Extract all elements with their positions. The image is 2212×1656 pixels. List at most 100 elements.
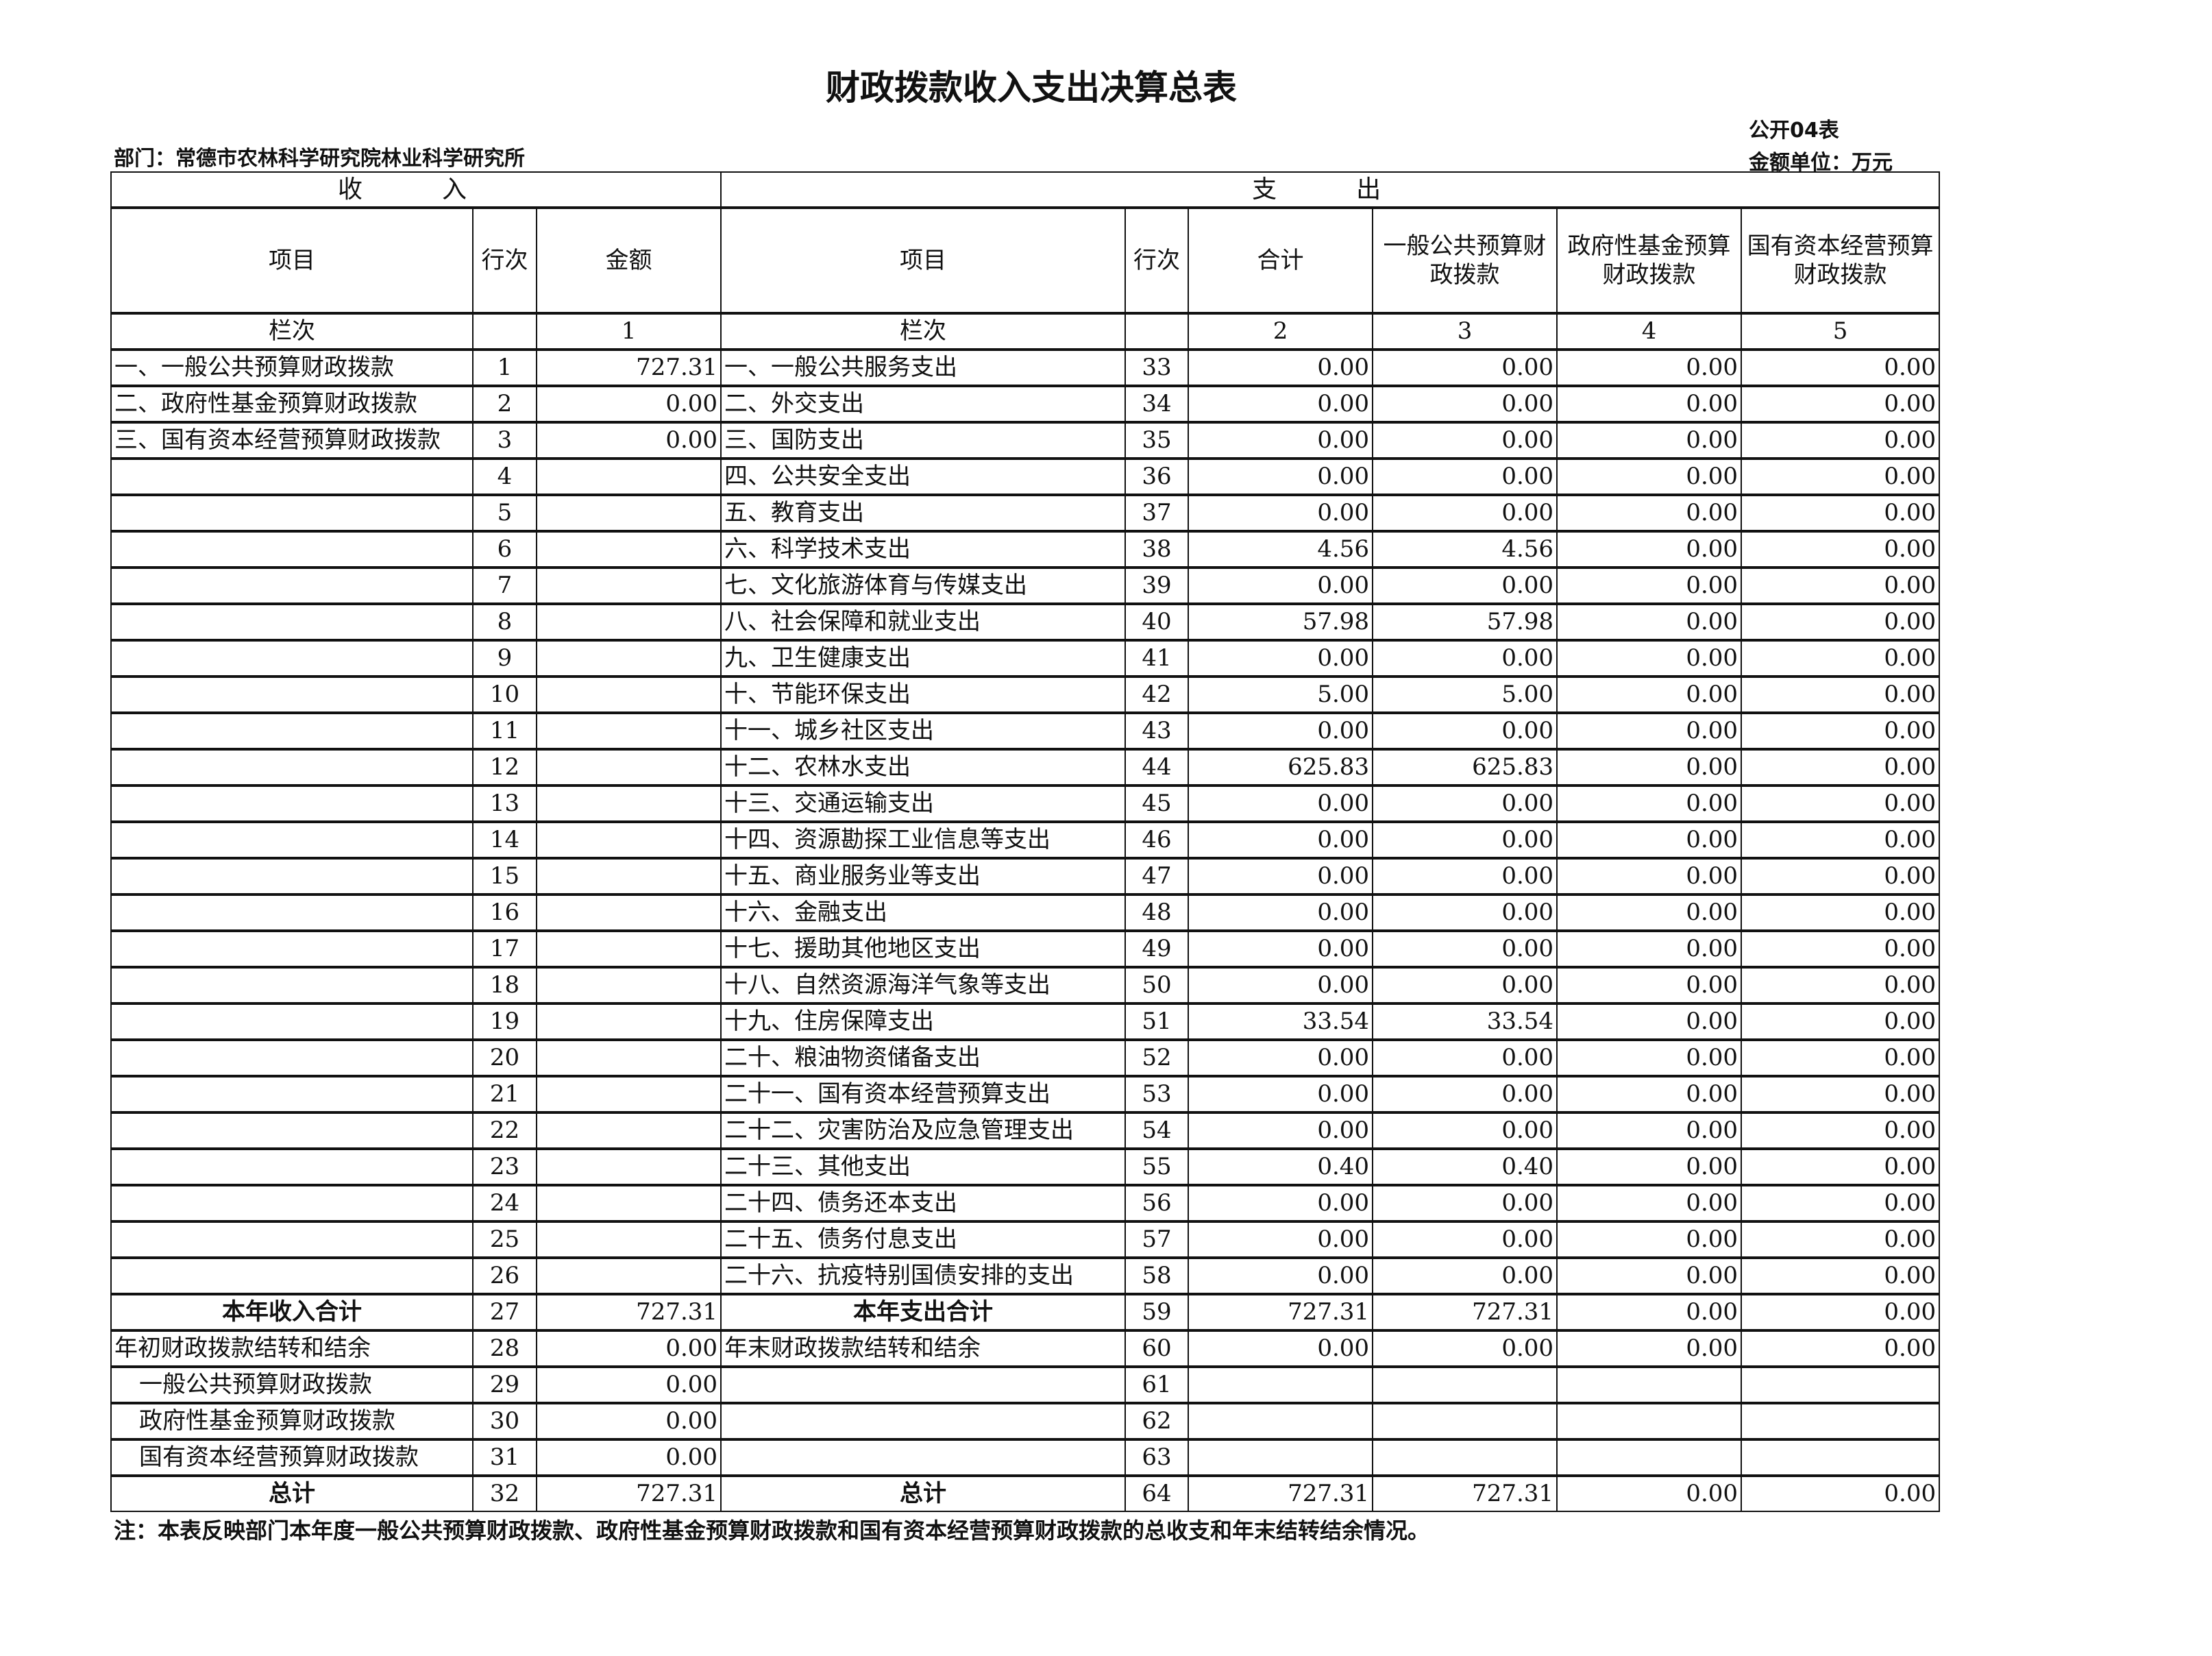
general-budget-cell: 0.00 xyxy=(1372,929,1558,968)
income-item-cell xyxy=(110,457,474,496)
income-line-cell xyxy=(472,312,537,350)
state-capital-cell: 0.00 xyxy=(1741,1293,1941,1331)
expense-item-cell: 十一、城乡社区支出 xyxy=(720,711,1127,750)
income-line-cell: 1 xyxy=(472,348,537,387)
income-item-cell xyxy=(110,1111,474,1149)
expense-line-cell: 49 xyxy=(1125,929,1190,968)
total-cell: 0.00 xyxy=(1188,494,1374,532)
state-capital-cell: 0.00 xyxy=(1741,385,1941,423)
income-amount-cell xyxy=(535,494,722,532)
gov-fund-cell: 0.00 xyxy=(1556,820,1743,859)
expense-line-cell: 51 xyxy=(1125,1002,1190,1040)
income-line-cell: 8 xyxy=(472,602,537,641)
expense-line-cell: 45 xyxy=(1125,784,1190,823)
table-row: 22 二十二、灾害防治及应急管理支出 54 0.00 0.00 0.00 0.00 xyxy=(110,1111,1941,1149)
gov-fund-cell: 0.00 xyxy=(1556,348,1743,387)
table-row: 本年收入合计 27 727.31 本年支出合计 59 727.31 727.31 0.00 0.… xyxy=(110,1293,1941,1331)
general-budget-cell: 5.00 xyxy=(1372,675,1558,714)
total-cell: 0.00 xyxy=(1188,820,1374,859)
income-item-cell xyxy=(110,639,474,677)
income-item-cell xyxy=(110,602,474,641)
income-item-cell xyxy=(110,675,474,714)
income-item-cell: 三、国有资本经营预算财政拨款 xyxy=(110,421,474,459)
general-budget-cell: 0.40 xyxy=(1372,1147,1558,1186)
income-item-cell: 年初财政拨款结转和结余 xyxy=(110,1329,474,1367)
income-line-cell: 2 xyxy=(472,385,537,423)
gov-fund-cell xyxy=(1556,1402,1743,1440)
form-number: 公开04表 xyxy=(1749,119,1839,143)
income-line-cell: 15 xyxy=(472,857,537,895)
state-capital-cell: 0.00 xyxy=(1741,1147,1941,1186)
expense-header: 支 出 xyxy=(720,171,1941,208)
table-row: 20 二十、粮油物资储备支出 52 0.00 0.00 0.00 0.00 xyxy=(110,1038,1941,1077)
total-cell: 33.54 xyxy=(1188,1002,1374,1040)
expense-line-cell: 44 xyxy=(1125,748,1190,786)
expense-line-cell: 64 xyxy=(1125,1474,1190,1512)
table-row: 24 二十四、债务还本支出 56 0.00 0.00 0.00 0.00 xyxy=(110,1184,1941,1222)
total-cell: 0.00 xyxy=(1188,385,1374,423)
expense-line-cell: 63 xyxy=(1125,1438,1190,1476)
income-amount-cell xyxy=(535,784,722,823)
gov-fund-cell: 0.00 xyxy=(1556,1184,1743,1222)
expense-item-cell: 十九、住房保障支出 xyxy=(720,1002,1127,1040)
total-cell: 0.00 xyxy=(1188,1038,1374,1077)
income-amount-cell xyxy=(535,602,722,641)
state-capital-cell xyxy=(1741,1438,1941,1476)
gov-fund-cell: 0.00 xyxy=(1556,1111,1743,1149)
table-row: 21 二十一、国有资本经营预算支出 53 0.00 0.00 0.00 0.00 xyxy=(110,1075,1941,1113)
table-row: 4 四、公共安全支出 36 0.00 0.00 0.00 0.00 xyxy=(110,457,1941,496)
general-budget-cell: 0.00 xyxy=(1372,566,1558,605)
general-budget-cell: 0.00 xyxy=(1372,457,1558,496)
income-line-cell: 16 xyxy=(472,893,537,931)
gov-fund-cell: 0.00 xyxy=(1556,1474,1743,1512)
expense-line-cell: 53 xyxy=(1125,1075,1190,1113)
expense-item-cell: 二十一、国有资本经营预算支出 xyxy=(720,1075,1127,1113)
expense-line-cell: 57 xyxy=(1125,1220,1190,1258)
state-capital-cell: 0.00 xyxy=(1741,1038,1941,1077)
expense-item-cell: 一、一般公共服务支出 xyxy=(720,348,1127,387)
total-cell: 4.56 xyxy=(1188,530,1374,568)
income-amount-cell xyxy=(535,1220,722,1258)
income-line-cell: 3 xyxy=(472,421,537,459)
gov-fund-cell: 0.00 xyxy=(1556,1256,1743,1295)
total-cell: 0.00 xyxy=(1188,857,1374,895)
expense-line-cell: 47 xyxy=(1125,857,1190,895)
expense-item-cell: 二十四、债务还本支出 xyxy=(720,1184,1127,1222)
income-amount-cell xyxy=(535,820,722,859)
table-row: 11 十一、城乡社区支出 43 0.00 0.00 0.00 0.00 xyxy=(110,711,1941,750)
total-cell: 727.31 xyxy=(1188,1474,1374,1512)
gov-fund-cell: 0.00 xyxy=(1556,639,1743,677)
gov-fund-cell: 0.00 xyxy=(1556,602,1743,641)
general-budget-cell: 0.00 xyxy=(1372,1111,1558,1149)
income-item-cell: 本年收入合计 xyxy=(110,1293,474,1331)
column-header-row: 项目 行次 金额 项目 行次 合计 一般公共预算财政拨款 政府性基金预算财政拨款 国有资本经营预… xyxy=(110,206,1941,314)
gov-fund-cell: 0.00 xyxy=(1556,457,1743,496)
general-budget-cell: 0.00 xyxy=(1372,1220,1558,1258)
gov-fund-cell: 0.00 xyxy=(1556,711,1743,750)
income-item-cell xyxy=(110,1002,474,1040)
income-item-cell xyxy=(110,1184,474,1222)
income-item-cell xyxy=(110,1075,474,1113)
income-amount-cell: 金额 xyxy=(535,206,722,314)
income-line-cell: 31 xyxy=(472,1438,537,1476)
income-line-cell: 4 xyxy=(472,457,537,496)
page-title: 财政拨款收入支出决算总表 xyxy=(826,68,1237,108)
general-budget-cell: 0.00 xyxy=(1372,494,1558,532)
income-amount-cell xyxy=(535,929,722,968)
income-item-cell xyxy=(110,966,474,1004)
state-capital-cell: 0.00 xyxy=(1741,1111,1941,1149)
income-amount-cell xyxy=(535,675,722,714)
total-cell: 0.00 xyxy=(1188,639,1374,677)
income-amount-cell: 727.31 xyxy=(535,348,722,387)
general-budget-cell: 0.00 xyxy=(1372,966,1558,1004)
expense-item-cell: 十三、交通运输支出 xyxy=(720,784,1127,823)
state-capital-cell: 5 xyxy=(1741,312,1941,350)
general-budget-cell: 4.56 xyxy=(1372,530,1558,568)
expense-item-cell: 十二、农林水支出 xyxy=(720,748,1127,786)
income-amount-cell: 0.00 xyxy=(535,385,722,423)
state-capital-cell: 0.00 xyxy=(1741,1220,1941,1258)
general-budget-cell: 0.00 xyxy=(1372,857,1558,895)
expense-item-cell: 九、卫生健康支出 xyxy=(720,639,1127,677)
state-capital-cell: 0.00 xyxy=(1741,1002,1941,1040)
income-item-cell xyxy=(110,748,474,786)
